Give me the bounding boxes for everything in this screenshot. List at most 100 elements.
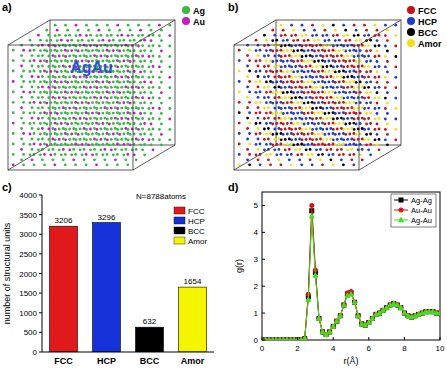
- atom: [68, 128, 71, 131]
- atom: [290, 34, 293, 37]
- atom: [158, 24, 161, 27]
- marker: [267, 338, 271, 340]
- atom: [311, 107, 314, 110]
- atom: [296, 122, 299, 125]
- atom: [39, 143, 42, 146]
- atom: [257, 65, 260, 68]
- atom: [294, 34, 297, 37]
- atom: [106, 55, 109, 58]
- atom: [87, 50, 90, 53]
- atom: [22, 111, 25, 114]
- atom: [326, 55, 329, 58]
- atom: [263, 138, 266, 141]
- legend-marker: [407, 17, 415, 25]
- atom: [332, 55, 335, 58]
- atom: [290, 80, 293, 83]
- marker: [317, 316, 321, 320]
- atom: [374, 118, 377, 121]
- atom: [324, 60, 327, 63]
- atom: [378, 96, 381, 99]
- atom: [52, 158, 55, 161]
- atom: [43, 153, 46, 156]
- atom: [275, 70, 278, 73]
- atom: [305, 128, 308, 131]
- atom: [58, 65, 61, 68]
- atom: [91, 122, 94, 125]
- marker: [356, 313, 361, 317]
- atom: [96, 55, 99, 58]
- marker: [395, 303, 399, 307]
- atom: [129, 29, 132, 32]
- atom: [238, 49, 241, 52]
- atom: [294, 138, 297, 141]
- atom: [386, 71, 389, 74]
- atom: [81, 49, 84, 52]
- atom: [64, 49, 67, 52]
- atom: [286, 101, 289, 104]
- atom: [367, 55, 370, 58]
- atom: [322, 107, 325, 110]
- atom: [348, 112, 351, 115]
- marker: [395, 303, 399, 307]
- atom: [70, 81, 73, 84]
- atom: [47, 76, 50, 79]
- marker: [274, 338, 278, 340]
- atom: [342, 80, 345, 83]
- atom: [303, 71, 306, 74]
- atom: [49, 39, 52, 42]
- legend-label: Au: [193, 17, 205, 27]
- atom: [332, 101, 335, 104]
- atom: [346, 117, 349, 120]
- atom: [378, 138, 381, 141]
- atom: [148, 45, 151, 48]
- atom: [98, 123, 101, 126]
- atom: [118, 29, 121, 32]
- atom: [168, 97, 171, 100]
- atom: [104, 86, 107, 89]
- atom: [324, 81, 327, 84]
- atom: [332, 80, 335, 83]
- atom: [340, 106, 343, 109]
- atom: [369, 153, 372, 156]
- atom: [294, 86, 297, 89]
- atom: [384, 97, 387, 100]
- atom: [116, 24, 119, 27]
- atom: [303, 123, 306, 126]
- atom: [278, 75, 281, 78]
- atom: [54, 101, 57, 104]
- atom: [330, 65, 333, 68]
- atom: [275, 101, 278, 104]
- atom: [361, 158, 364, 161]
- marker: [431, 310, 435, 314]
- atom: [273, 55, 276, 58]
- atom: [160, 91, 163, 94]
- cube-edge: [8, 45, 133, 170]
- atom: [68, 107, 71, 110]
- atom: [33, 143, 36, 146]
- atom: [96, 24, 99, 27]
- atom: [110, 86, 113, 89]
- atom: [336, 107, 339, 110]
- atom: [350, 117, 353, 120]
- atom: [311, 24, 314, 27]
- atom: [342, 70, 345, 73]
- atom: [267, 54, 270, 57]
- legend-marker: [399, 198, 403, 202]
- atom: [124, 96, 127, 99]
- atom: [91, 39, 94, 42]
- series-line: [262, 216, 440, 340]
- marker: [331, 324, 336, 328]
- atom: [248, 153, 251, 156]
- atom: [322, 97, 325, 100]
- atom: [309, 138, 312, 141]
- atom: [365, 81, 368, 84]
- atom: [267, 106, 270, 109]
- atom: [288, 106, 291, 109]
- atom: [148, 86, 151, 89]
- atom: [248, 143, 251, 146]
- atom: [158, 66, 161, 69]
- atom: [135, 117, 138, 120]
- atom: [303, 102, 306, 105]
- atom: [307, 91, 310, 94]
- atom: [275, 122, 278, 125]
